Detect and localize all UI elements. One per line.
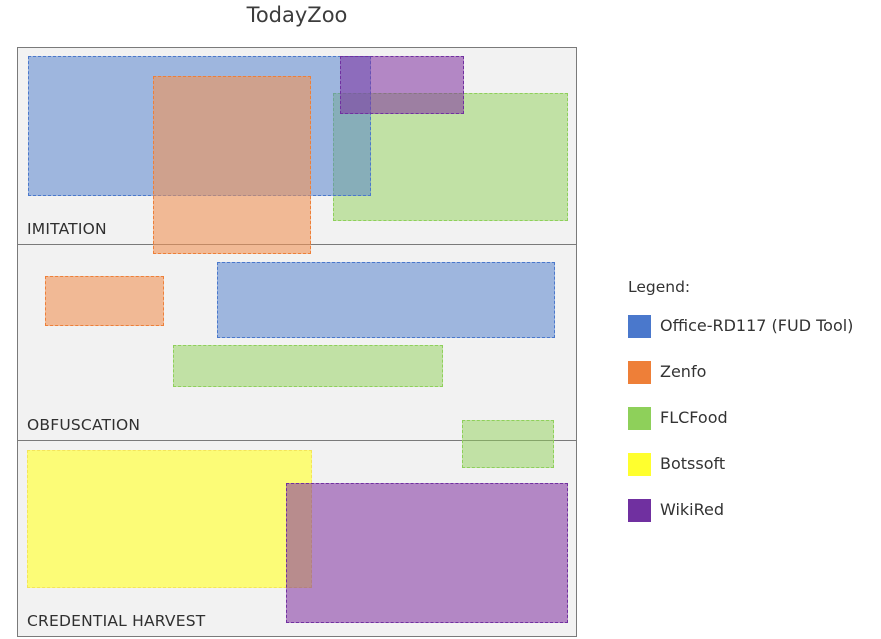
band-label-imitation: IMITATION xyxy=(27,220,107,238)
legend-item-office-rd117: Office-RD117 (FUD Tool) xyxy=(628,315,853,361)
band-obfuscation: OBFUSCATION xyxy=(18,244,576,440)
legend-swatch-wikired xyxy=(628,499,651,522)
legend-swatch-flcfood xyxy=(628,407,651,430)
legend-item-zenfo: Zenfo xyxy=(628,361,706,407)
legend-title: Legend: xyxy=(628,278,691,296)
legend-label-office-rd117: Office-RD117 (FUD Tool) xyxy=(660,316,854,335)
legend-swatch-office-rd117 xyxy=(628,315,651,338)
diagram-title: TodayZoo xyxy=(246,3,348,27)
band-label-credential-harvest: CREDENTIAL HARVEST xyxy=(27,612,206,630)
legend-item-flcfood: FLCFood xyxy=(628,407,728,453)
legend-label-botssoft: Botssoft xyxy=(660,454,726,473)
legend-label-zenfo: Zenfo xyxy=(660,362,707,381)
kit-overlap-board: IMITATION OBFUSCATION CREDENTIAL HARVEST xyxy=(17,47,577,637)
legend-swatch-zenfo xyxy=(628,361,651,384)
band-credential-harvest: CREDENTIAL HARVEST xyxy=(18,440,576,636)
band-imitation: IMITATION xyxy=(18,48,576,244)
legend-item-botssoft: Botssoft xyxy=(628,453,725,499)
legend-label-wikired: WikiRed xyxy=(660,500,725,519)
band-label-obfuscation: OBFUSCATION xyxy=(27,416,141,434)
legend-swatch-botssoft xyxy=(628,453,651,476)
legend: Legend: Office-RD117 (FUD Tool) Zenfo FL… xyxy=(628,278,853,545)
legend-label-flcfood: FLCFood xyxy=(660,408,728,427)
legend-item-wikired: WikiRed xyxy=(628,499,724,545)
